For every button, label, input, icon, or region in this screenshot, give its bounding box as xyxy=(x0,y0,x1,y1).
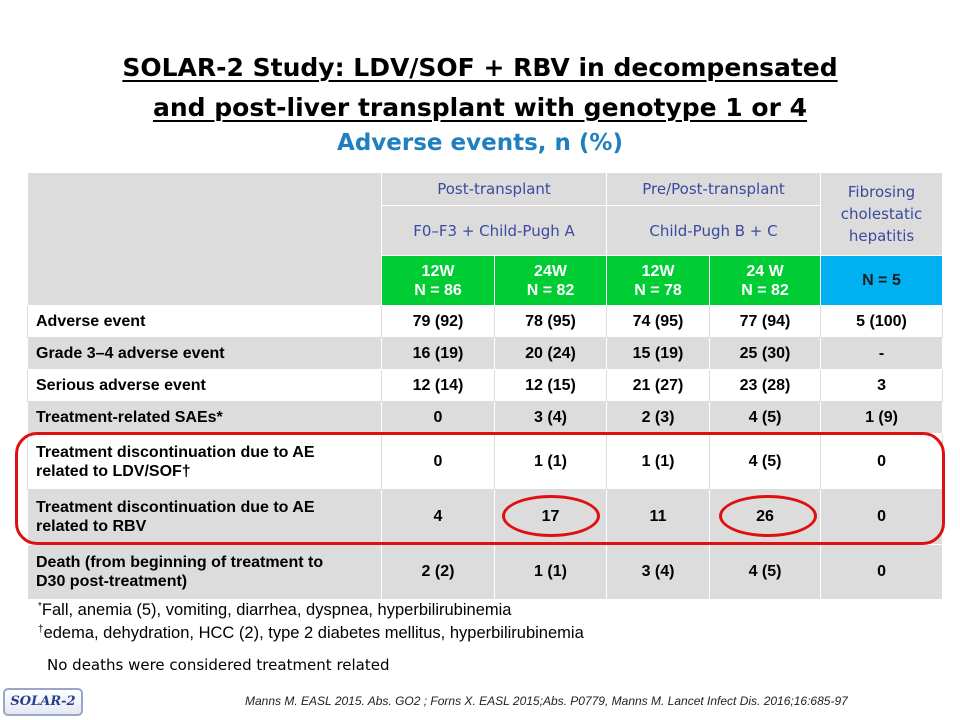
footnote-2-text: edema, dehydration, HCC (2), type 2 diab… xyxy=(43,624,584,642)
table-cell: 1 (9) xyxy=(820,401,944,434)
table-cell: 16 (19) xyxy=(381,337,495,370)
table-cell: 4 (5) xyxy=(709,433,822,490)
slide-title: SOLAR-2 Study: LDV/SOF + RBV in decompen… xyxy=(0,48,960,128)
row-label-line-2: related to RBV xyxy=(36,518,147,535)
table-cell: 78 (95) xyxy=(493,305,608,338)
table-cell: 1 (1) xyxy=(493,544,608,600)
arm-header: N = 5 xyxy=(820,255,944,306)
table-cell: 0 xyxy=(820,544,944,600)
arm-header: 24W N = 82 xyxy=(493,255,608,306)
fibrosing-line-3: hepatitis xyxy=(848,227,915,245)
table-cell: 2 (3) xyxy=(606,401,711,434)
table-cell: 21 (27) xyxy=(606,369,711,402)
footnote-1-text: Fall, anemia (5), vomiting, diarrhea, dy… xyxy=(41,601,512,619)
table-cell: 0 xyxy=(820,433,944,490)
row-label: Adverse event xyxy=(27,305,382,338)
row-label-line-1: Treatment discontinuation due to AE xyxy=(36,499,315,516)
discontinuation-highlight-outline xyxy=(15,432,945,545)
highlight-circle-17 xyxy=(502,495,600,537)
subgroup-post-transplant: F0–F3 + Child-Pugh A xyxy=(380,205,608,256)
adverse-events-table: Post-transplant Pre/Post-transplant Fibr… xyxy=(27,172,944,600)
table-cell: 3 xyxy=(820,369,944,402)
table-row: Death (from beginning of treatment to D30… xyxy=(27,544,944,600)
table-cell: 2 (2) xyxy=(381,544,495,600)
table-cell: 0 xyxy=(381,401,495,434)
group-post-transplant: Post-transplant xyxy=(380,172,608,206)
table-row: Grade 3–4 adverse event 16 (19) 20 (24) … xyxy=(27,337,944,370)
row-label: Serious adverse event xyxy=(27,369,382,402)
arm-n: N = 78 xyxy=(634,281,682,299)
table-row: Adverse event 79 (92) 78 (95) 74 (95) 77… xyxy=(27,305,944,338)
table-cell: 1 (1) xyxy=(493,433,608,490)
table-row: Treatment-related SAEs* 0 3 (4) 2 (3) 4 … xyxy=(27,401,944,434)
footnote-2: †edema, dehydration, HCC (2), type 2 dia… xyxy=(38,624,584,643)
table-cell: 4 (5) xyxy=(709,544,822,600)
footnote-1: *Fall, anemia (5), vomiting, diarrhea, d… xyxy=(38,601,511,620)
header-row-groups: Post-transplant Pre/Post-transplant Fibr… xyxy=(27,172,944,306)
arm-label: 24 W xyxy=(746,262,784,280)
table-cell: 77 (94) xyxy=(709,305,822,338)
table-cell: 74 (95) xyxy=(606,305,711,338)
reference-citation: Manns M. EASL 2015. Abs. GO2 ; Forns X. … xyxy=(245,694,848,708)
table-cell: 25 (30) xyxy=(709,337,822,370)
table-row: Treatment discontinuation due to AE relat… xyxy=(27,433,944,490)
footnote-2-mark: † xyxy=(38,624,44,635)
table-subtitle: Adverse events, n (%) xyxy=(337,130,623,156)
fibrosing-line-2: cholestatic xyxy=(840,205,923,223)
arm-n: N = 82 xyxy=(741,281,789,299)
row-label: Death (from beginning of treatment to D30… xyxy=(27,544,382,600)
table-cell: 0 xyxy=(381,433,495,490)
arm-n: N = 86 xyxy=(414,281,462,299)
table-cell: 3 (4) xyxy=(493,401,608,434)
arm-header: 12W N = 86 xyxy=(381,255,495,306)
table-cell: 3 (4) xyxy=(606,544,711,600)
arm-header: 12W N = 78 xyxy=(606,255,711,306)
table-cell: 5 (100) xyxy=(820,305,944,338)
title-line-2: and post-liver transplant with genotype … xyxy=(152,93,808,122)
table-cell: 79 (92) xyxy=(381,305,495,338)
fibrosing-line-1: Fibrosing xyxy=(847,183,916,201)
arm-label: 12W xyxy=(641,262,675,280)
table-cell: 4 (5) xyxy=(709,401,822,434)
footnote-1-mark: * xyxy=(38,601,42,612)
title-line-1: SOLAR-2 Study: LDV/SOF + RBV in decompen… xyxy=(122,53,838,82)
row-label: Treatment discontinuation due to AE relat… xyxy=(27,489,382,545)
table-cell: 12 (14) xyxy=(381,369,495,402)
group-pre-post-transplant: Pre/Post-transplant xyxy=(606,172,822,206)
row-label: Treatment-related SAEs* xyxy=(27,401,382,434)
arm-label: 24W xyxy=(534,262,567,280)
highlight-circle-26 xyxy=(719,495,817,537)
treatment-note: No deaths were considered treatment rela… xyxy=(47,656,390,674)
table-cell: - xyxy=(820,337,944,370)
group-fibrosing: Fibrosing cholestatic hepatitis xyxy=(820,172,944,256)
table-row: Serious adverse event 12 (14) 12 (15) 21… xyxy=(27,369,944,402)
study-badge: SOLAR-2 xyxy=(3,688,83,716)
table-cell: 0 xyxy=(820,489,944,545)
subgroup-pre-post-transplant: Child-Pugh B + C xyxy=(606,205,822,256)
row-label-line-2: D30 post-treatment) xyxy=(36,573,188,590)
table-cell: 11 xyxy=(606,489,711,545)
row-label-line-2: related to LDV/SOF† xyxy=(36,462,191,480)
table-cell: 12 (15) xyxy=(493,369,608,402)
table-cell: 23 (28) xyxy=(709,369,822,402)
header-corner xyxy=(27,172,382,306)
arm-label: 12W xyxy=(421,262,455,280)
row-label-line-1: Death (from beginning of treatment to xyxy=(36,554,324,571)
row-label-line-1: Treatment discontinuation due to AE xyxy=(36,443,315,461)
table-cell: 20 (24) xyxy=(493,337,608,370)
row-label: Grade 3–4 adverse event xyxy=(27,337,382,370)
arm-n: N = 82 xyxy=(526,281,575,299)
table-cell: 15 (19) xyxy=(606,337,711,370)
